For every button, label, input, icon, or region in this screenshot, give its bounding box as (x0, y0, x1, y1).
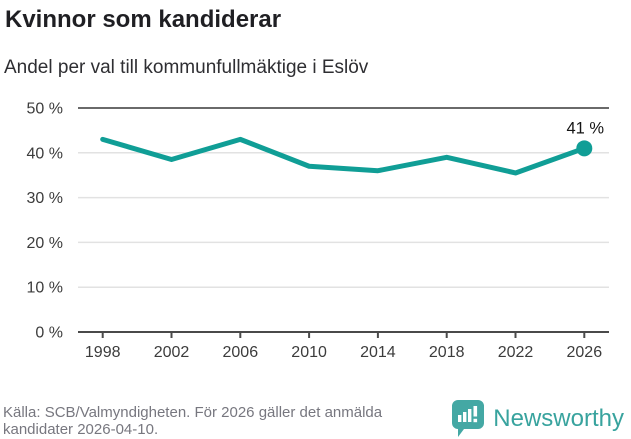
svg-text:2010: 2010 (291, 344, 327, 361)
newsworthy-icon (452, 400, 485, 437)
svg-text:2002: 2002 (154, 344, 190, 361)
svg-text:50 %: 50 % (27, 101, 63, 118)
brand-name: Newsworthy (493, 404, 624, 432)
newsworthy-logo: Newsworthy (452, 400, 624, 437)
source-line-2: kandidater 2026-04-10. (3, 421, 159, 438)
svg-text:1998: 1998 (85, 344, 121, 361)
svg-text:2006: 2006 (223, 344, 259, 361)
svg-text:2018: 2018 (429, 344, 465, 361)
svg-text:30 %: 30 % (27, 190, 63, 207)
svg-text:41 %: 41 % (566, 119, 604, 137)
svg-text:20 %: 20 % (27, 235, 63, 252)
source-line-1: Källa: SCB/Valmyndigheten. För 2026 gäll… (3, 404, 383, 421)
svg-text:40 %: 40 % (27, 145, 63, 162)
source-note: Källa: SCB/Valmyndigheten. För 2026 gäll… (3, 404, 465, 438)
line-chart: 0 % 10 % 20 % 30 % 40 % 50 % 1998 2002 2006 2010 2… (27, 101, 609, 361)
svg-text:2014: 2014 (360, 344, 396, 361)
svg-text:0 %: 0 % (35, 325, 63, 342)
chart-subtitle: Andel per val till kommunfullmäktige i E… (4, 57, 369, 78)
chart-title: Kvinnor som kandiderar (5, 6, 282, 33)
svg-text:2026: 2026 (567, 344, 603, 361)
svg-text:2022: 2022 (498, 344, 534, 361)
chart-footer: Källa: SCB/Valmyndigheten. För 2026 gäll… (0, 395, 631, 439)
svg-text:10 %: 10 % (27, 280, 63, 297)
